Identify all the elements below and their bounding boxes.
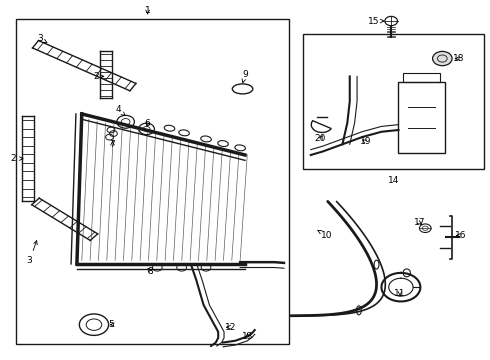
Bar [403,73,440,82]
Text: 11: 11 [394,289,406,298]
Text: 15: 15 [368,17,384,26]
Text: 16: 16 [455,231,466,240]
Bar [398,82,445,153]
Text: 2: 2 [94,72,104,81]
Text: 3: 3 [38,35,47,44]
Text: 2: 2 [11,154,23,163]
Text: 10: 10 [318,230,333,240]
Text: 20: 20 [315,134,326,143]
Text: 18: 18 [453,54,464,63]
Text: 6: 6 [145,119,150,128]
Text: 5: 5 [108,320,114,329]
Text: 3: 3 [27,240,37,265]
Text: 12: 12 [225,323,236,332]
Text: 4: 4 [116,105,125,116]
Circle shape [433,51,452,66]
Text: 14: 14 [388,176,399,185]
Text: 17: 17 [414,219,425,228]
Text: 7: 7 [110,140,115,149]
Bar [303,33,484,169]
Text: 8: 8 [147,267,153,276]
Bar [16,19,289,344]
Text: 19: 19 [360,137,371,146]
Text: 9: 9 [242,70,248,83]
Text: 1: 1 [145,6,150,15]
Text: 13: 13 [242,332,253,341]
